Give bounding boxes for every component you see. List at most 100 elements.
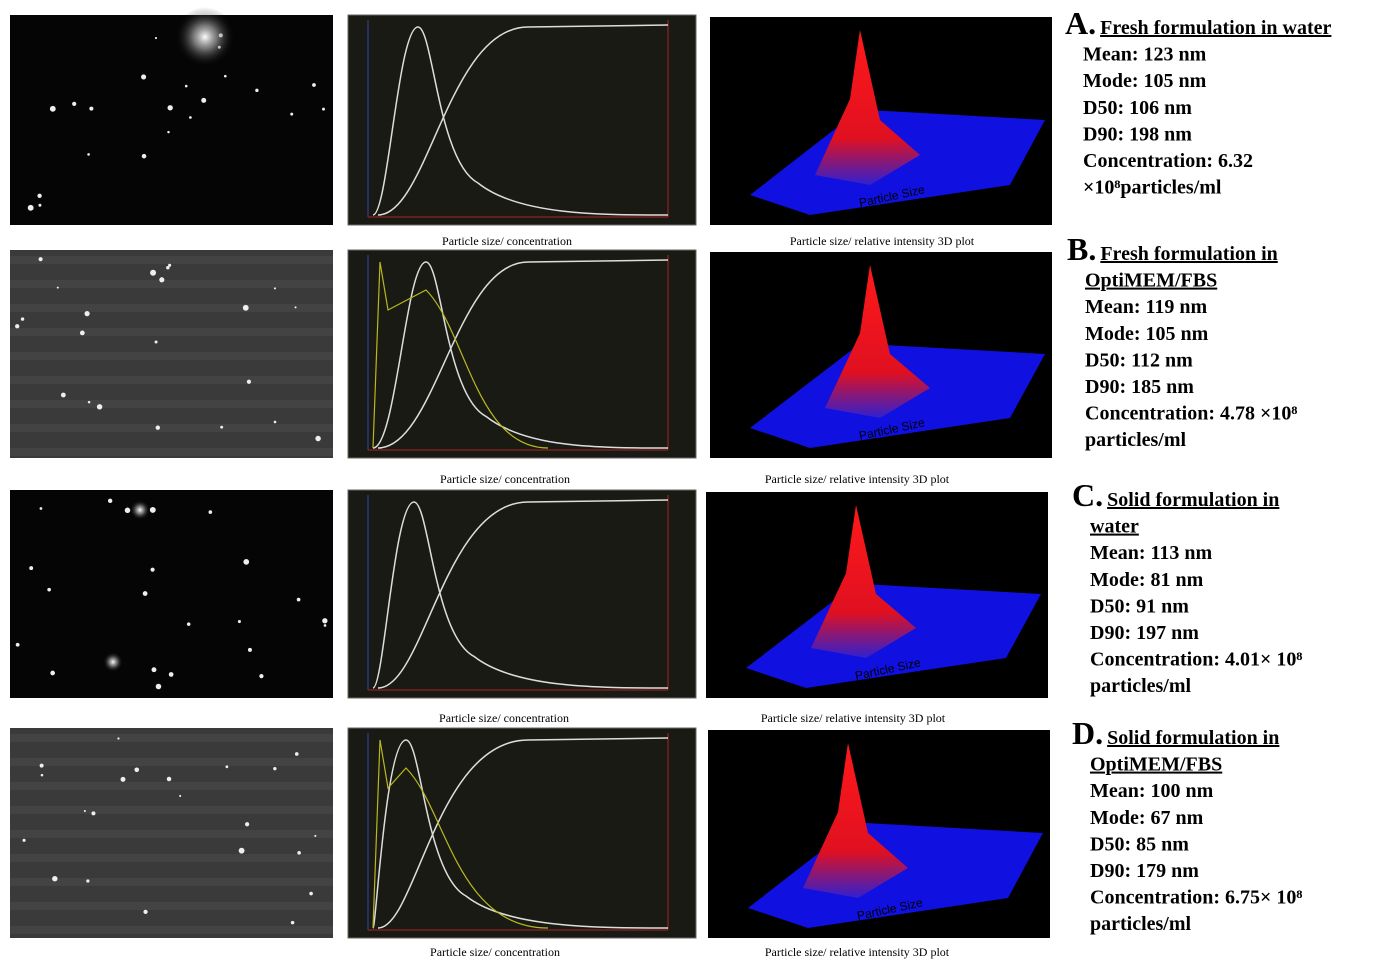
particle [40, 507, 43, 510]
panel-title: Fresh formulation in [1100, 243, 1277, 265]
scan-band [10, 280, 333, 288]
particle [150, 270, 156, 276]
panel-letter: C. [1072, 477, 1103, 513]
scan-band [10, 806, 333, 814]
scan-band [10, 376, 333, 384]
particle [47, 588, 51, 592]
particle [155, 37, 157, 39]
particle [150, 568, 154, 572]
glow [103, 652, 123, 672]
particle [89, 107, 93, 111]
panel-stat: Mode: 105 nm [1083, 70, 1207, 92]
particle [187, 622, 191, 626]
particle [312, 83, 316, 87]
particle [87, 153, 90, 156]
particle [50, 671, 55, 676]
particle [247, 380, 251, 384]
particle [290, 113, 293, 116]
size-chart [348, 15, 696, 225]
panel-row: Particle size/ concentrationRelative Int… [10, 231, 1297, 486]
particle [21, 317, 24, 320]
particle [155, 340, 158, 343]
page: Particle size/ concentrationRelative Int… [0, 0, 1375, 960]
plot-caption: Particle size/ relative intensity 3D plo… [765, 945, 950, 959]
particle [41, 774, 44, 777]
particle [297, 851, 301, 855]
particle [239, 848, 245, 854]
particle [169, 672, 174, 677]
particle [125, 508, 131, 514]
particle [248, 648, 252, 652]
size-chart [348, 490, 696, 698]
panel-stat: particles/ml [1090, 675, 1192, 697]
particle [243, 305, 249, 311]
particle [314, 835, 316, 837]
glow [175, 7, 235, 67]
micrograph [10, 15, 333, 225]
panel-stat: particles/ml [1090, 913, 1192, 935]
panel-heading: B.Fresh formulation in [1067, 231, 1278, 267]
panel-stat: Mean: 123 nm [1083, 44, 1207, 66]
particle [294, 306, 296, 308]
panel-row: Particle size/ concentrationRelative Int… [10, 715, 1302, 959]
particle [209, 510, 213, 514]
panel-stat: D50: 91 nm [1090, 595, 1189, 617]
particle [167, 131, 169, 133]
particle [167, 777, 172, 782]
scan-band [10, 328, 333, 336]
particle [72, 102, 76, 106]
panel-stat: Mode: 81 nm [1090, 569, 1204, 591]
particle [23, 839, 26, 842]
panel-title: Solid formulation in [1107, 727, 1279, 749]
particle [84, 810, 86, 812]
chart-caption: Particle size/ concentration [442, 234, 572, 248]
particle [50, 106, 56, 112]
panel-heading: C.Solid formulation in [1072, 477, 1279, 513]
particle [166, 266, 169, 269]
panel-letter: D. [1072, 715, 1103, 751]
particle [16, 643, 20, 647]
particle [156, 684, 162, 690]
plot-caption: Particle size/ relative intensity 3D plo… [790, 234, 975, 248]
particle [295, 752, 299, 756]
particle [52, 876, 57, 881]
particle [121, 777, 126, 782]
panel-stat: D90: 179 nm [1090, 860, 1199, 882]
panel-stat: ×10⁸particles/ml [1083, 177, 1222, 199]
panel-stat: D90: 197 nm [1090, 622, 1199, 644]
panel-stat: D50: 106 nm [1083, 97, 1192, 119]
particle [152, 667, 157, 672]
panel-heading: D.Solid formulation in [1072, 715, 1279, 751]
particle [40, 764, 44, 768]
panel-stat: D90: 198 nm [1083, 123, 1192, 145]
particle [255, 89, 258, 92]
particle [108, 499, 112, 503]
particle [61, 393, 66, 398]
particle [85, 311, 90, 316]
panel-stat: Mode: 105 nm [1085, 323, 1209, 345]
particle [324, 624, 327, 627]
particle [309, 892, 313, 896]
chart-caption: Particle size/ concentration [439, 711, 569, 725]
glow [130, 500, 150, 520]
particle [38, 204, 41, 207]
particle [28, 205, 34, 211]
panel-stat: Mean: 100 nm [1090, 780, 1214, 802]
particle [143, 910, 147, 914]
particle [179, 795, 181, 797]
particle [159, 277, 164, 282]
panel-stat: Mean: 119 nm [1085, 296, 1208, 318]
particle [189, 116, 192, 119]
scan-band [10, 448, 333, 456]
panel-stat: D50: 85 nm [1090, 833, 1189, 855]
particle [168, 105, 173, 110]
panel-title: Solid formulation in [1107, 489, 1279, 511]
particle [141, 74, 146, 79]
scan-band [10, 926, 333, 934]
particle [315, 436, 320, 441]
micrograph [10, 490, 333, 698]
particle [117, 737, 119, 739]
particle [274, 421, 277, 424]
scan-band [10, 782, 333, 790]
